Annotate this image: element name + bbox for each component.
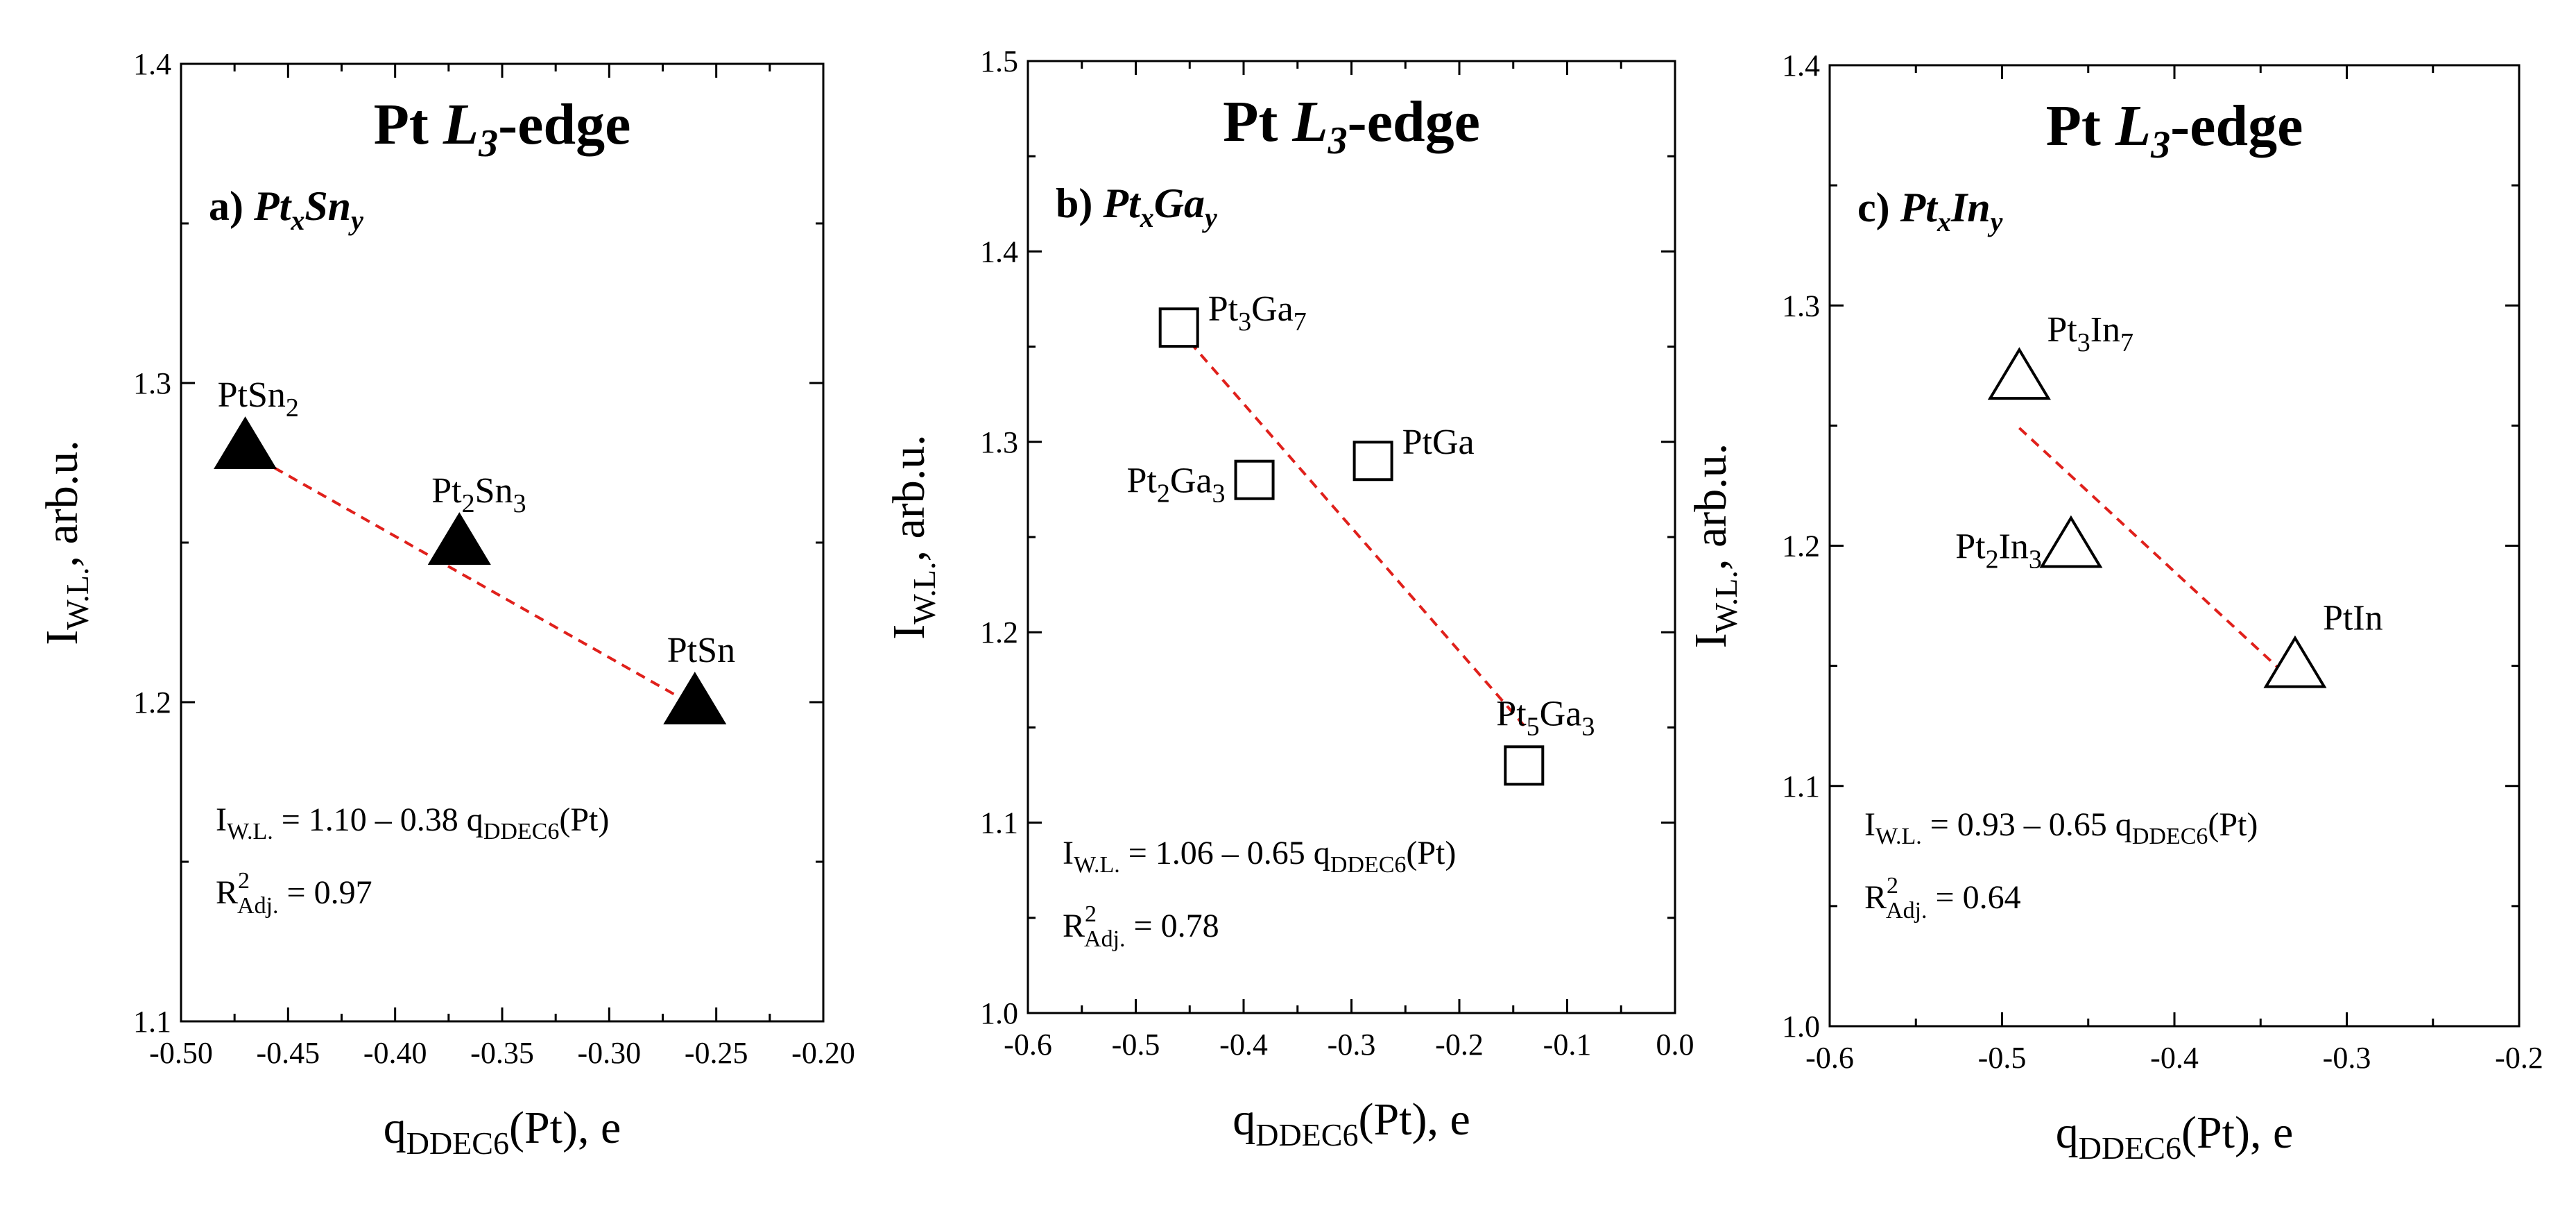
- point-label: Pt3In7: [2047, 310, 2133, 357]
- x-tick-label: -0.6: [1004, 1028, 1052, 1062]
- y-tick-label: 1.2: [980, 615, 1018, 649]
- data-point: [2263, 635, 2327, 688]
- x-tick-label: -0.40: [363, 1036, 427, 1070]
- chart-title: Pt L3-edge: [1223, 90, 1480, 162]
- data-point: [1353, 441, 1393, 482]
- chart-title: Pt L3-edge: [2046, 94, 2303, 167]
- r-squared: R2 Adj. = 0.97: [216, 868, 372, 919]
- fit-equation: IW.L. = 0.93 – 0.65 qDDEC6(Pt): [1864, 806, 2258, 849]
- y-axis-label: IW.L., arb.u.: [1685, 443, 1744, 649]
- y-tick-label: 1.0: [1782, 1010, 1820, 1044]
- data-point: [427, 512, 491, 565]
- data-point: [1234, 459, 1275, 500]
- data-point: [214, 416, 277, 469]
- r-squared: R2 Adj. = 0.64: [1864, 873, 2021, 924]
- y-tick-label: 1.5: [980, 44, 1018, 78]
- data-point: [663, 672, 727, 724]
- y-tick-label: 1.4: [980, 235, 1018, 269]
- point-label: Pt2Sn3: [431, 471, 526, 518]
- data-point: [1987, 347, 2051, 400]
- y-tick-label: 1.1: [980, 806, 1018, 840]
- point-label: PtGa: [1402, 423, 1475, 462]
- point-label: PtSn: [667, 631, 735, 670]
- y-tick-label: 1.3: [133, 366, 171, 400]
- x-tick-label: -0.5: [1112, 1028, 1160, 1062]
- y-tick-label: 1.2: [1782, 529, 1820, 563]
- x-tick-label: -0.35: [470, 1036, 534, 1070]
- panel-c: -0.6 -0.5 -0.4 -0.3 -0.2 1.0 1.1 1.2 1.3 1.4 qDDEC…: [1685, 49, 2543, 1166]
- x-axis-label: qDDEC6(Pt), e: [2056, 1107, 2294, 1166]
- x-tick-label: -0.4: [2150, 1041, 2199, 1075]
- data-point: [1158, 307, 1199, 348]
- x-tick-label: -0.30: [578, 1036, 642, 1070]
- panel-label: b) PtxGay: [1056, 180, 1217, 233]
- y-tick-label: 1.4: [1782, 49, 1820, 83]
- data-point: [2039, 515, 2103, 568]
- y-tick-label: 1.1: [1782, 769, 1820, 803]
- x-tick-label: -0.2: [2495, 1041, 2543, 1075]
- x-tick-label: -0.1: [1543, 1028, 1592, 1062]
- x-tick-label: -0.50: [149, 1036, 213, 1070]
- x-tick-label: -0.3: [1328, 1028, 1376, 1062]
- fit-line: [244, 450, 696, 708]
- data-point: [1504, 745, 1545, 786]
- point-label: Pt3Ga7: [1208, 289, 1307, 337]
- x-tick-label: -0.3: [2323, 1041, 2371, 1075]
- y-tick-label: 1.2: [133, 686, 171, 720]
- x-axis-label: qDDEC6(Pt), e: [384, 1103, 621, 1161]
- panel-label: a) PtxSny: [209, 183, 363, 236]
- fit-line: [1178, 328, 1525, 726]
- fit-equation: IW.L. = 1.10 – 0.38 qDDEC6(Pt): [216, 801, 609, 844]
- chart-title: Pt L3-edge: [374, 92, 631, 165]
- x-tick-label: -0.5: [1978, 1041, 2027, 1075]
- panel-label: c) PtxIny: [1857, 185, 2003, 237]
- y-tick-label: 1.3: [980, 425, 1018, 459]
- y-axis-label: IW.L., arb.u.: [37, 440, 95, 645]
- y-tick-label: 1.1: [133, 1005, 171, 1039]
- point-label: Pt2Ga3: [1127, 461, 1226, 509]
- fit-line: [2018, 427, 2287, 677]
- point-label: Pt5Ga3: [1496, 694, 1595, 741]
- panel-b: -0.6 -0.5 -0.4 -0.3 -0.2 -0.1 0.0 1.0 1.1 1.2 1.3 1…: [884, 44, 1694, 1152]
- y-axis-label: IW.L., arb.u.: [884, 434, 942, 640]
- x-tick-label: -0.6: [1805, 1041, 1854, 1075]
- x-tick-label: -0.20: [791, 1036, 855, 1070]
- point-label: PtSn2: [218, 375, 299, 423]
- y-tick-label: 1.3: [1782, 289, 1820, 323]
- x-tick-label: -0.25: [685, 1036, 748, 1070]
- x-tick-label: 0.0: [1656, 1028, 1694, 1062]
- point-label: PtIn: [2323, 599, 2383, 638]
- fit-equation: IW.L. = 1.06 – 0.65 qDDEC6(Pt): [1063, 835, 1456, 878]
- r-squared: R2 Adj. = 0.78: [1063, 901, 1219, 952]
- x-tick-label: -0.2: [1435, 1028, 1484, 1062]
- panel-a: -0.50 -0.45 -0.40 -0.35 -0.30 -0.25 -0.20 1.1 1.…: [37, 47, 855, 1161]
- point-label: Pt2In3: [1955, 527, 2042, 575]
- y-tick-label: 1.4: [133, 47, 171, 81]
- x-tick-label: -0.45: [257, 1036, 320, 1070]
- x-tick-label: -0.4: [1219, 1028, 1268, 1062]
- y-tick-label: 1.0: [980, 996, 1018, 1030]
- x-axis-label: qDDEC6(Pt), e: [1233, 1094, 1470, 1152]
